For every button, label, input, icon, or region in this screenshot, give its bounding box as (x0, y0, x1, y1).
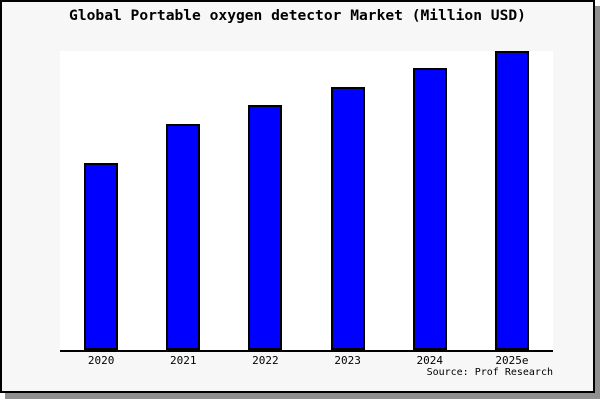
chart-title: Global Portable oxygen detector Market (… (69, 7, 526, 24)
x-tick-label-2022: 2022 (252, 354, 279, 367)
bar-slot (471, 51, 553, 350)
plot-area (60, 51, 553, 352)
source-credit: Source: Prof Research (426, 367, 553, 378)
bar-2023 (330, 86, 365, 350)
x-tick-label-2021: 2021 (170, 354, 197, 367)
x-tick-label-2020: 2020 (87, 354, 115, 367)
bar-2022 (248, 105, 283, 350)
bar-2025e (494, 51, 529, 350)
bar-slot (389, 51, 471, 350)
bar-2024 (412, 68, 447, 350)
bar-2020 (84, 163, 119, 350)
x-tick-label-2023: 2023 (334, 354, 361, 367)
bar-slot (142, 51, 224, 350)
x-tick-label-2024: 2024 (416, 354, 444, 367)
chart-card: Global Portable oxygen detector Market (… (0, 0, 595, 393)
bar-slot (60, 51, 142, 350)
x-tick-label-2025e: 2025e (495, 354, 529, 367)
bar-slot (224, 51, 306, 350)
x-axis-labels: 2020 2021 2022 2023 2024 2025e (60, 354, 553, 367)
bar-slot (307, 51, 389, 350)
bar-2021 (166, 123, 201, 350)
